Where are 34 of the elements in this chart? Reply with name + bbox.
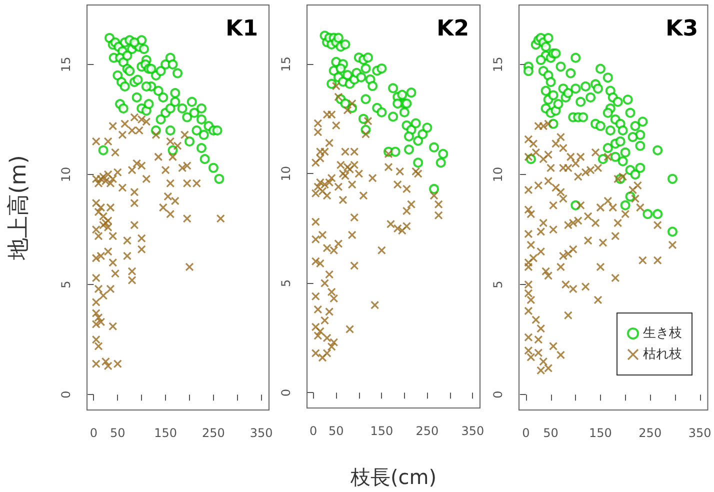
y-tick-label: 15	[491, 56, 505, 72]
x-tick-label: 150	[370, 424, 394, 438]
y-tick-label: 10	[279, 166, 293, 182]
y-tick-label: 0	[491, 390, 505, 398]
x-tick-label: 0	[522, 426, 530, 440]
y-tick-label: 10	[491, 166, 505, 182]
x-tick-label: 350	[688, 426, 712, 440]
x-tick-label: 250	[416, 424, 439, 438]
text: K1	[226, 16, 258, 42]
x-tick-label: 50	[110, 426, 126, 440]
y-axis-title: 地上高(m)	[6, 155, 32, 261]
y-tick-label: 5	[279, 279, 293, 287]
y-tick-label: 0	[59, 390, 73, 398]
text: K2	[436, 16, 470, 42]
legend-label: 枯れ枝	[643, 347, 682, 362]
y-tick-label: 5	[59, 280, 73, 288]
text: K3	[666, 16, 698, 42]
x-tick-label: 0	[310, 424, 318, 438]
y-tick-label: 5	[491, 280, 505, 288]
y-tick-label: 0	[279, 388, 293, 396]
x-tick-label: 350	[461, 424, 484, 438]
x-tick-label: 250	[202, 426, 225, 440]
x-tick-label: 50	[328, 424, 344, 438]
x-tick-label: 0	[90, 426, 98, 440]
x-tick-label: 150	[589, 426, 612, 440]
x-tick-label: 50	[543, 426, 558, 440]
x-tick-label: 150	[154, 426, 177, 440]
y-tick-label: 10	[59, 166, 73, 182]
y-tick-label: 15	[59, 56, 73, 72]
x-axis-title: 枝長(cm)	[349, 465, 437, 489]
x-tick-label: 250	[638, 426, 662, 440]
x-tick-label: 350	[250, 426, 273, 440]
legend-label: 生き枝	[643, 326, 682, 341]
y-tick-label: 15	[279, 56, 293, 72]
